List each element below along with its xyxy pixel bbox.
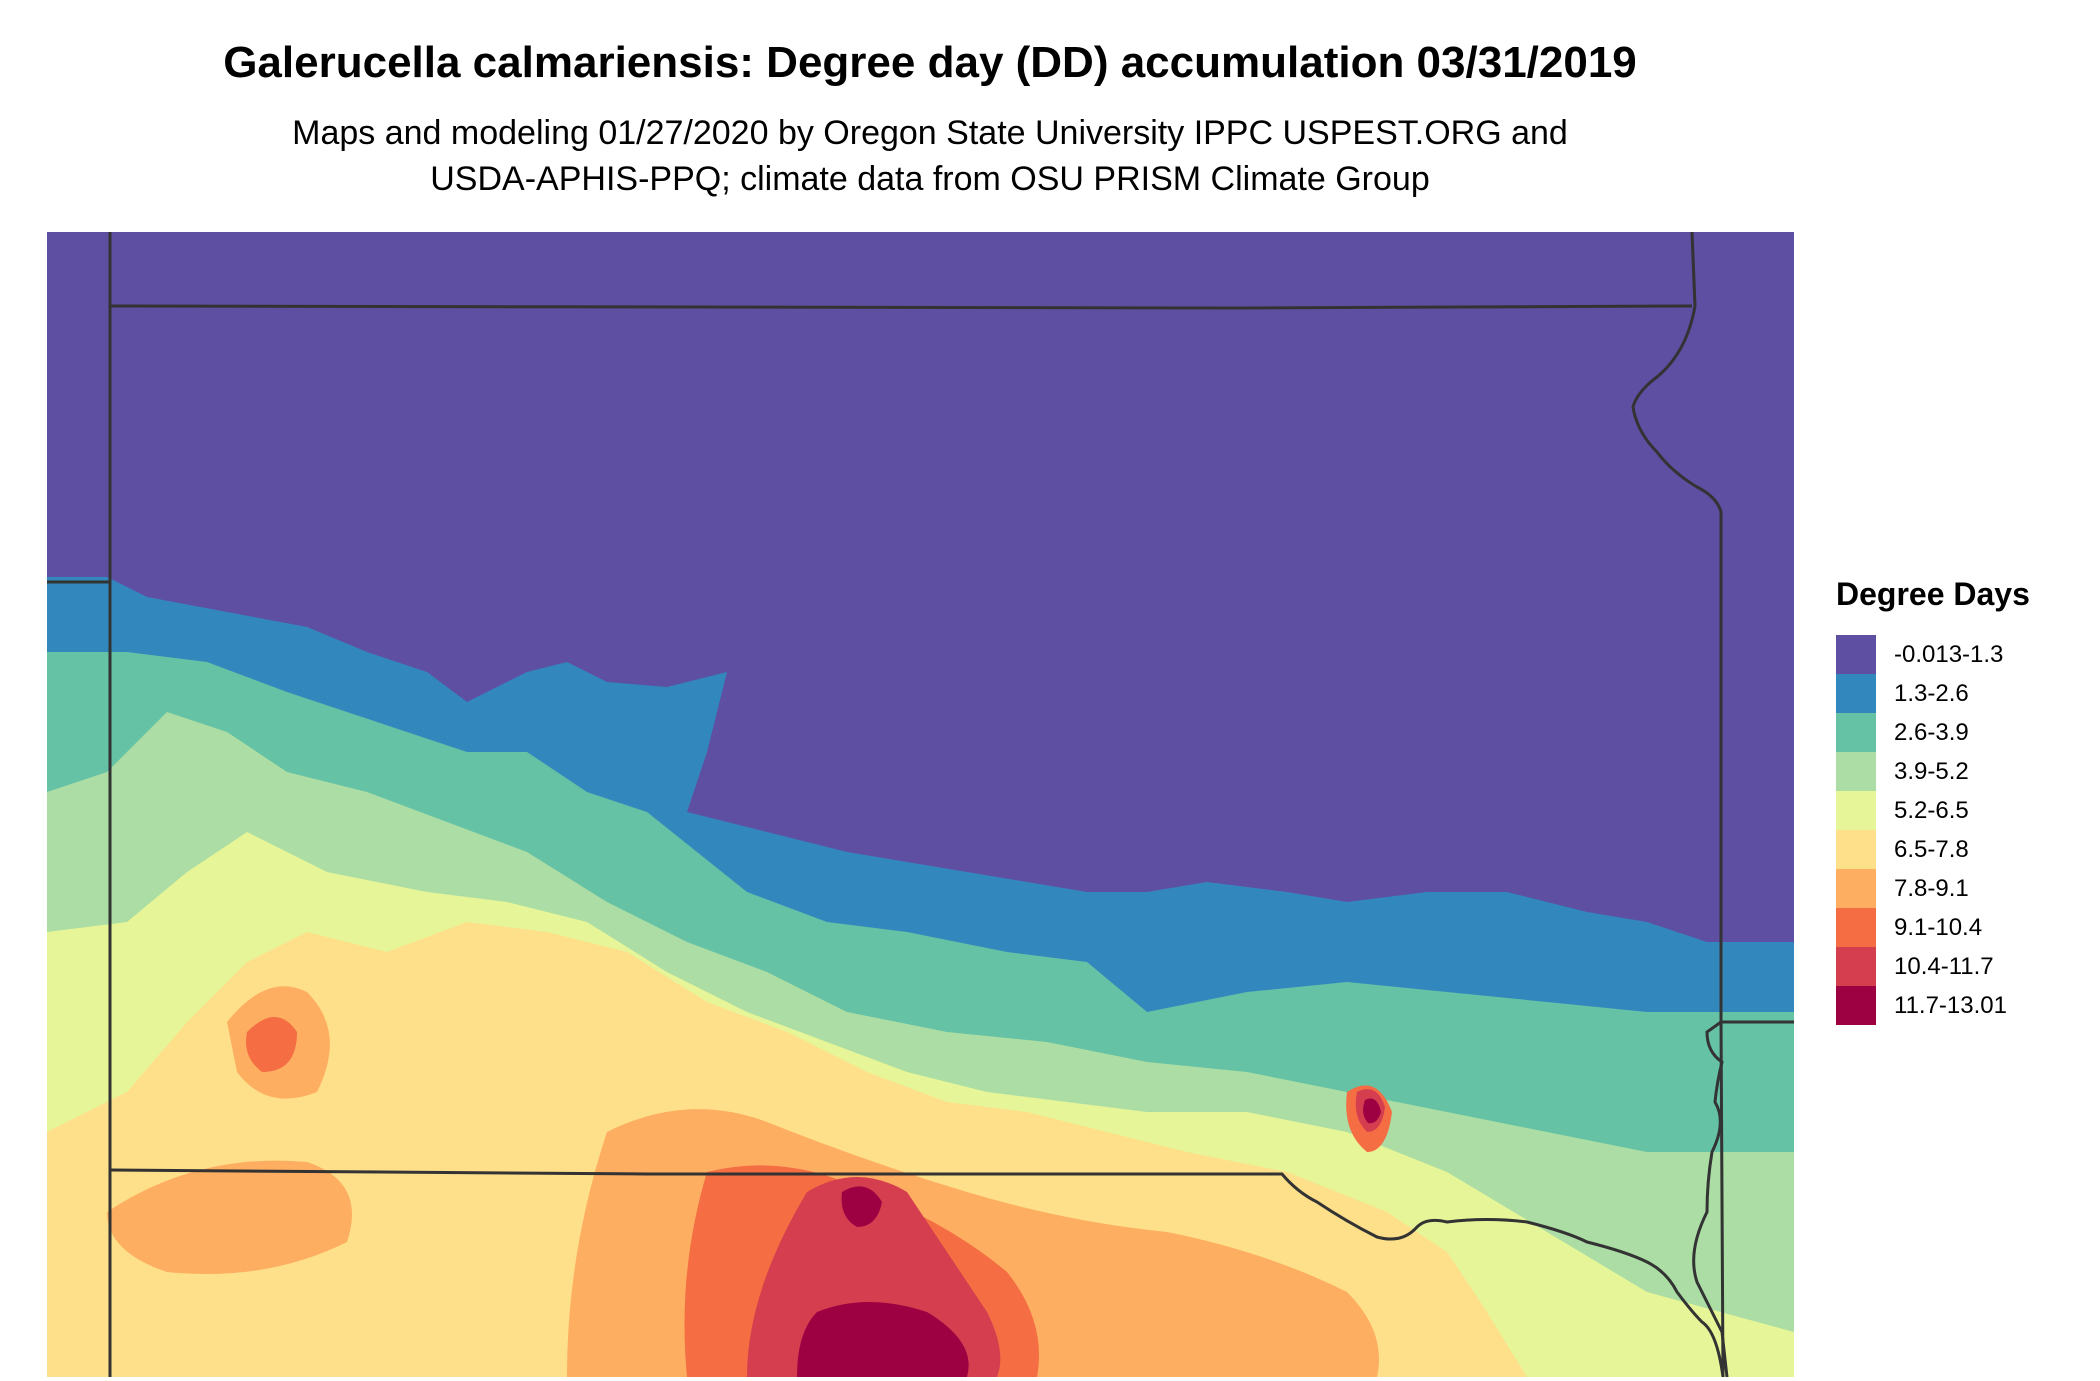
- legend-title: Degree Days: [1836, 576, 2030, 612]
- legend-label: 5.2-6.5: [1894, 796, 1969, 824]
- legend-item: 2.6-3.9: [1836, 713, 2096, 752]
- legend-label: 7.8-9.1: [1894, 874, 1969, 902]
- border-east: [1631, 232, 1725, 1377]
- legend-item: 10.4-11.7: [1836, 947, 2096, 986]
- legend-swatch: [1836, 947, 1876, 986]
- legend-label: 10.4-11.7: [1894, 952, 1994, 980]
- legend-swatch: [1836, 752, 1876, 791]
- legend-swatch: [1836, 674, 1876, 713]
- legend-swatch: [1836, 869, 1876, 908]
- border-north: [109, 304, 1693, 310]
- band-8: [747, 1089, 1385, 1377]
- map-subtitle-line-1: Maps and modeling 01/27/2020 by Oregon S…: [292, 114, 1568, 152]
- map-canvas: [47, 232, 1794, 1377]
- legend: Degree Days -0.013-1.3 1.3-2.6 2.6-3.9 3…: [1836, 576, 2096, 1025]
- legend-swatch: [1836, 986, 1876, 1025]
- legend-swatch: [1836, 635, 1876, 674]
- legend-item: 5.2-6.5: [1836, 791, 2096, 830]
- legend-label: 9.1-10.4: [1894, 913, 1983, 941]
- legend-swatch: [1836, 908, 1876, 947]
- state-borders: [47, 232, 1794, 1377]
- map-title: Galerucella calmariensis: Degree day (DD…: [223, 38, 1637, 87]
- map-subtitle-line-2: USDA-APHIS-PPQ; climate data from OSU PR…: [430, 160, 1430, 198]
- legend-label: 3.9-5.2: [1894, 757, 1969, 785]
- degree-day-map: [47, 232, 1794, 1377]
- legend-swatch: [1836, 713, 1876, 752]
- legend-item: -0.013-1.3: [1836, 635, 2096, 674]
- legend-label: 6.5-7.8: [1894, 835, 1969, 863]
- legend-label: -0.013-1.3: [1894, 640, 2004, 668]
- legend-item: 3.9-5.2: [1836, 752, 2096, 791]
- legend-label: 1.3-2.6: [1894, 679, 1969, 707]
- border-east-river: [1692, 1020, 1729, 1377]
- legend-item: 6.5-7.8: [1836, 830, 2096, 869]
- legend-item: 1.3-2.6: [1836, 674, 2096, 713]
- band-9: [797, 1098, 1381, 1377]
- legend-item: 7.8-9.1: [1836, 869, 2096, 908]
- legend-item: 9.1-10.4: [1836, 908, 2096, 947]
- legend-label: 11.7-13.01: [1894, 991, 2007, 1019]
- border-south: [109, 1168, 1725, 1377]
- legend-swatch: [1836, 830, 1876, 869]
- legend-label: 2.6-3.9: [1894, 718, 1969, 746]
- legend-item: 11.7-13.01: [1836, 986, 2096, 1025]
- legend-swatch: [1836, 791, 1876, 830]
